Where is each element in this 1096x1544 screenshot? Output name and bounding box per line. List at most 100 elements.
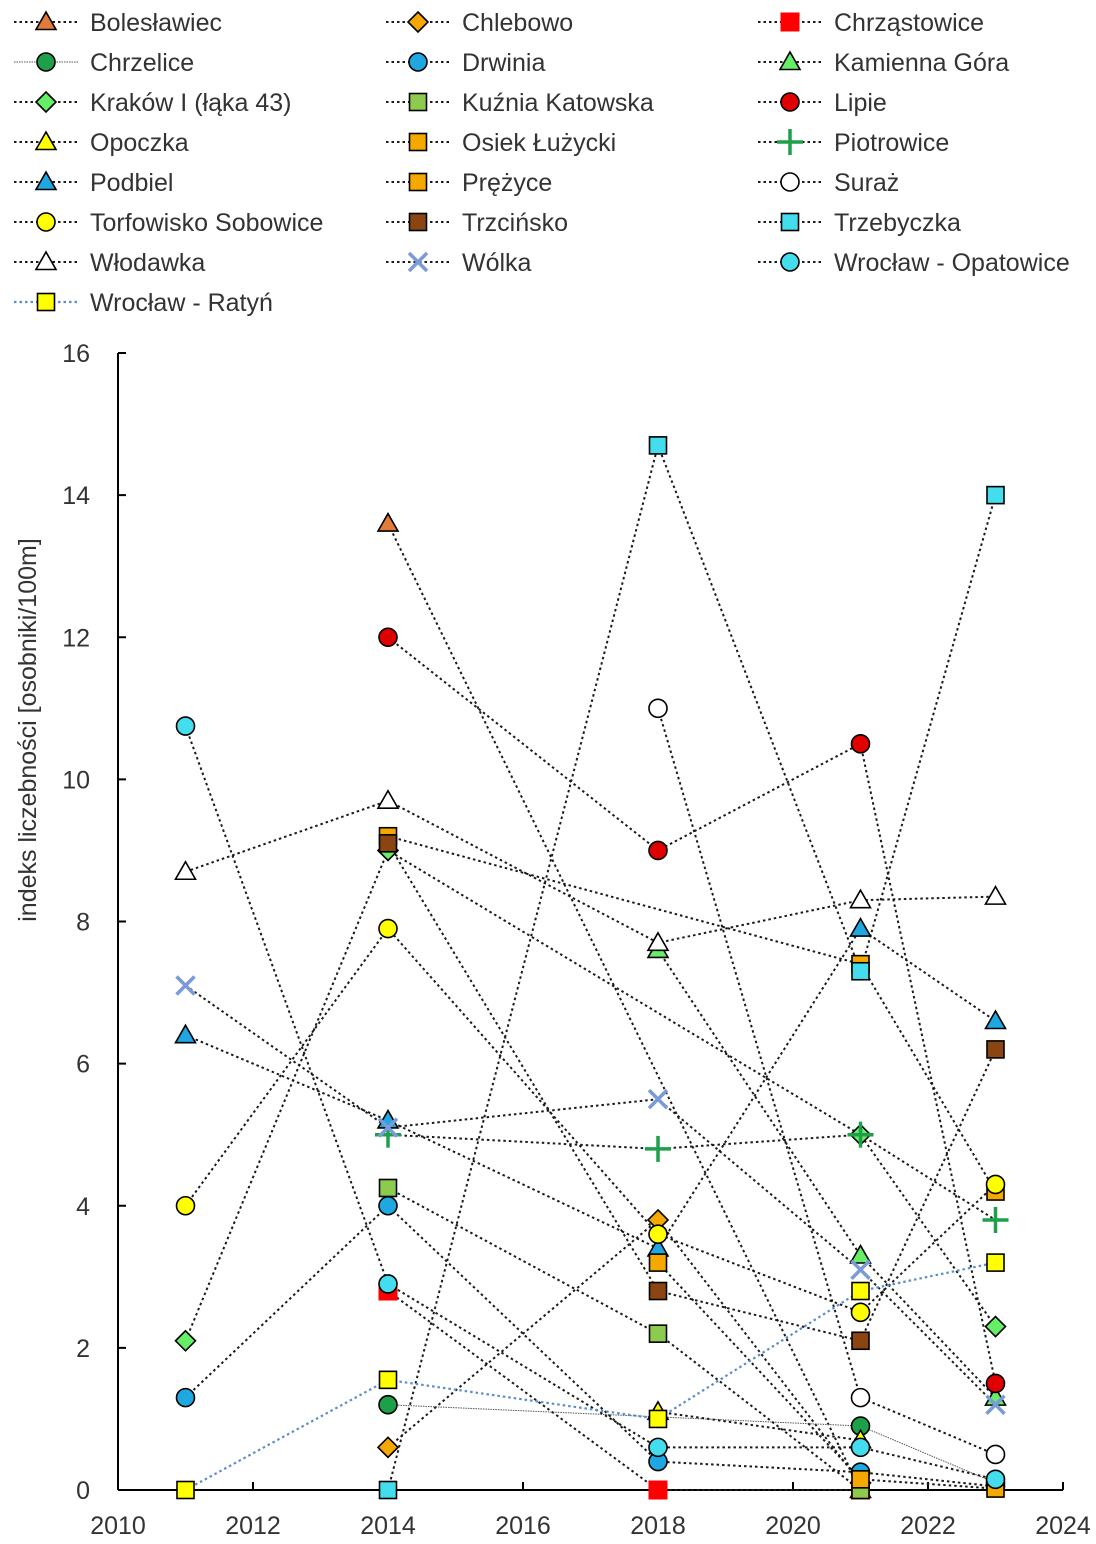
- series-line-suraz: [657, 708, 996, 1456]
- point-wroclaw-opatowice: [378, 1274, 398, 1294]
- point-wroclaw-ratyn: [851, 1281, 870, 1301]
- point-chlebowo: [376, 1436, 400, 1459]
- legend-item-podbiel: Podbiel: [14, 169, 173, 197]
- series-line-torfowisko-sobowice: [184, 927, 997, 1314]
- legend-label: Trzebyczka: [834, 209, 961, 237]
- legend-label: Lipie: [834, 89, 887, 117]
- legend-label: Podbiel: [90, 169, 173, 197]
- point-prezyce: [648, 1253, 668, 1272]
- legend-item-wroclaw-ratyn: Wrocław - Ratyń: [14, 289, 273, 317]
- legend-label: Kraków I (łąka 43): [90, 89, 291, 117]
- point-trzcinsko: [851, 1331, 870, 1351]
- legend-marker-kuznia-katowska: [408, 92, 428, 112]
- point-podbiel: [984, 1009, 1007, 1030]
- legend: Bolesławiec Chlebowo Chrząstowice Chrzelice…: [14, 9, 1070, 317]
- point-wlodawka: [984, 885, 1007, 905]
- point-wlodawka: [174, 860, 197, 881]
- legend-item-lipie: Lipie: [758, 89, 887, 117]
- legend-label: Włodawka: [90, 249, 205, 277]
- legend-label: Trzcińsko: [462, 209, 568, 237]
- legend-marker-chrzastowice: [780, 12, 800, 32]
- legend-item-trzebyczka: Trzebyczka: [758, 209, 961, 237]
- series-line-wroclaw-ratyn: [184, 1261, 996, 1491]
- series-line-chlebowo: [387, 1218, 862, 1484]
- point-drwinia: [175, 1387, 196, 1408]
- legend-label: Osiek Łużycki: [462, 129, 616, 157]
- series-line-kamienna-gora: [657, 949, 997, 1399]
- point-suraz: [850, 1387, 871, 1408]
- y-tick-label: 0: [76, 1477, 90, 1505]
- point-wroclaw-opatowice: [648, 1437, 668, 1458]
- point-lipie: [985, 1373, 1006, 1394]
- point-chrzastowice: [648, 1480, 668, 1500]
- legend-item-chrzelice: Chrzelice: [14, 49, 194, 77]
- x-tick-label: 2022: [900, 1512, 956, 1540]
- point-wroclaw-opatowice: [850, 1437, 871, 1458]
- legend-item-osiek-luzycki: Osiek Łużycki: [386, 129, 616, 157]
- series-markers: [174, 436, 1009, 1500]
- legend-marker-wroclaw-ratyn: [36, 292, 56, 312]
- point-piotrowice: [982, 1206, 1009, 1233]
- point-prezyce: [851, 1470, 870, 1489]
- series-line-drwinia: [184, 1204, 996, 1488]
- legend-label: Chlebowo: [462, 9, 573, 37]
- legend-marker-osiek-luzycki: [408, 132, 428, 152]
- point-chrzelice: [378, 1394, 398, 1415]
- point-trzebyczka: [648, 436, 668, 455]
- point-wolka: [377, 1117, 399, 1138]
- legend-label: Bolesławiec: [90, 9, 222, 37]
- legend-marker-wlodawka: [34, 250, 58, 271]
- series-line-boleslawiec: [387, 523, 862, 1491]
- legend-marker-wolka: [407, 251, 429, 273]
- y-tick-label: 10: [62, 766, 90, 794]
- point-wroclaw-ratyn: [176, 1480, 195, 1500]
- point-kuznia-katowska: [378, 1178, 398, 1198]
- legend-item-wroclaw-opatowice: Wrocław - Opatowice: [758, 249, 1070, 277]
- legend-marker-chrzelice: [36, 52, 56, 72]
- point-wroclaw-opatowice: [175, 716, 196, 736]
- point-trzcinsko: [986, 1040, 1005, 1059]
- legend-item-chlebowo: Chlebowo: [386, 9, 573, 37]
- series-line-trzebyczka: [387, 442, 997, 1491]
- point-wlodawka: [849, 888, 872, 909]
- point-krakow-i-laka-43: [984, 1315, 1007, 1338]
- point-wlodawka: [376, 789, 400, 809]
- legend-marker-suraz: [780, 172, 800, 192]
- point-krakow-i-laka-43: [174, 1329, 197, 1352]
- point-torfowisko-sobowice: [985, 1174, 1006, 1195]
- legend-item-drwinia: Drwinia: [386, 49, 545, 77]
- x-tick-label: 2024: [1035, 1512, 1091, 1540]
- legend-label: Opoczka: [90, 129, 189, 157]
- point-wroclaw-ratyn: [648, 1409, 668, 1429]
- legend-item-kuznia-katowska: Kuźnia Katowska: [386, 89, 654, 117]
- point-torfowisko-sobowice: [175, 1195, 196, 1216]
- point-wroclaw-ratyn: [378, 1370, 398, 1390]
- series-line-krakow-i-laka-43: [184, 848, 997, 1342]
- legend-marker-podbiel: [34, 170, 58, 191]
- point-lipie: [378, 627, 398, 648]
- point-boleslawiec: [376, 511, 400, 532]
- point-lipie: [850, 734, 871, 754]
- legend-item-suraz: Suraż: [758, 169, 899, 197]
- legend-label: Piotrowice: [834, 129, 949, 157]
- point-trzebyczka: [986, 485, 1005, 505]
- series-line-wlodawka: [185, 799, 996, 944]
- point-suraz: [985, 1444, 1006, 1465]
- legend-marker-chlebowo: [406, 10, 430, 34]
- series-line-piotrowice: [387, 1133, 997, 1221]
- series-line-chrzastowice: [387, 1290, 861, 1491]
- point-drwinia: [378, 1195, 398, 1216]
- x-tick-label: 2012: [225, 1512, 281, 1540]
- point-wolka: [985, 1394, 1006, 1415]
- x-tick-label: 2014: [360, 1512, 416, 1540]
- legend-label: Wrocław - Ratyń: [90, 289, 273, 317]
- y-tick-label: 14: [62, 482, 90, 510]
- y-tick-label: 6: [76, 1051, 90, 1079]
- point-piotrowice: [847, 1121, 874, 1148]
- y-tick-label: 16: [62, 340, 90, 368]
- legend-label: Chrząstowice: [834, 9, 984, 37]
- point-trzcinsko: [648, 1281, 668, 1301]
- point-wolka: [175, 975, 196, 996]
- legend-marker-lipie: [780, 92, 800, 112]
